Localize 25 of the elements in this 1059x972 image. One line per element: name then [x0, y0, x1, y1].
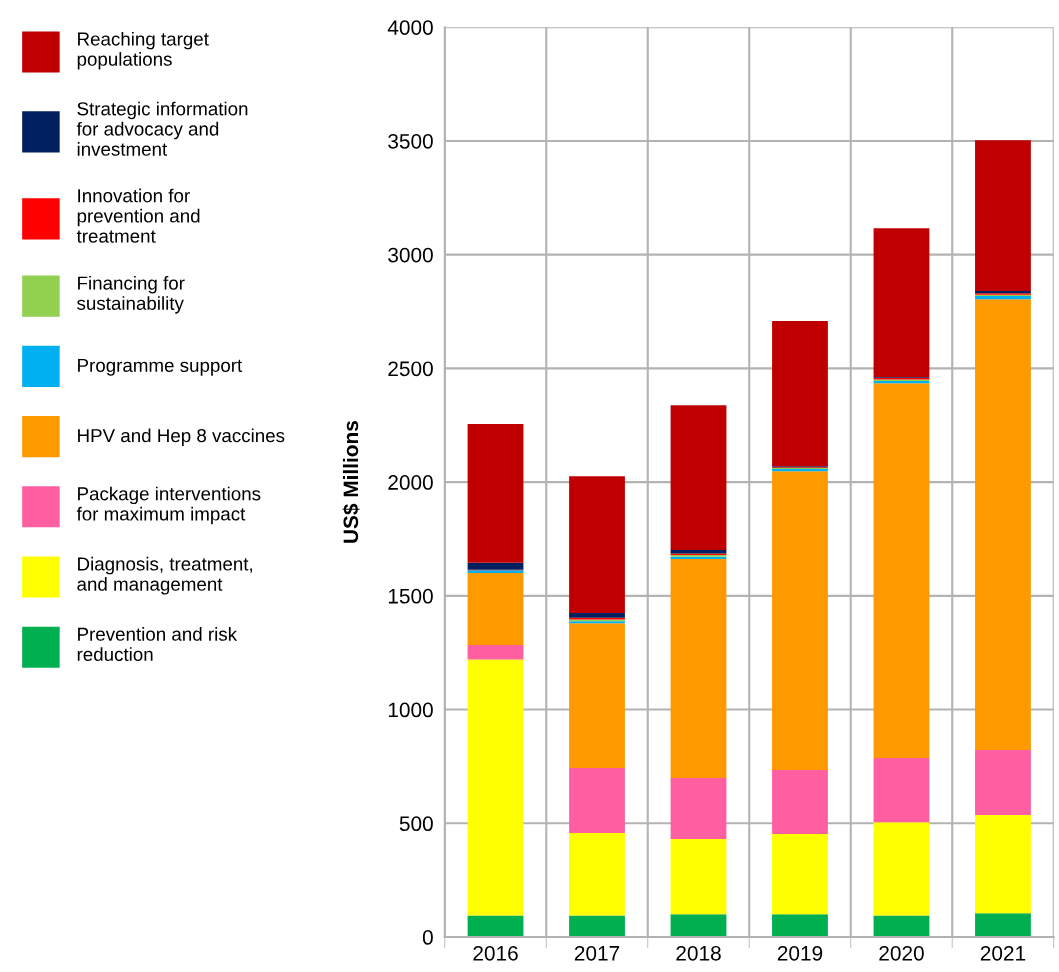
y-tick-label: 2000: [388, 475, 433, 490]
legend-label: HPV and Hep 8 vaccines: [78, 428, 285, 446]
legend-label: Reaching target populations: [77, 31, 209, 70]
x-tick-label: 2017: [574, 945, 620, 961]
y-tick-label: 3500: [388, 133, 433, 149]
x-tick-label: 2021: [980, 945, 1026, 961]
legend-label: Package interventions for maximum impact: [76, 486, 261, 525]
legend-label: Diagnosis, treatment, and management: [77, 556, 253, 595]
x-tick-label: 2020: [879, 945, 924, 961]
x-tick-label: 2016: [473, 945, 518, 961]
y-tick-label: 2500: [388, 361, 433, 377]
y-tick-label: 1500: [388, 588, 433, 604]
legend-label: Programme support: [78, 358, 243, 376]
y-tick-label: 500: [399, 816, 433, 832]
y-tick-label: 1000: [388, 702, 433, 718]
y-tick-label: 3000: [388, 247, 433, 263]
y-tick-label: 4000: [387, 20, 433, 35]
legend-label: Innovation for prevention and treatment: [76, 188, 200, 243]
legend-label: Financing for sustainability: [77, 275, 185, 314]
y-tick-label: 0: [422, 930, 433, 945]
x-tick-label: 2018: [676, 945, 721, 961]
x-tick-label: 2019: [777, 945, 823, 961]
legend-label: Prevention and risk reduction: [77, 627, 238, 662]
legend-label: Strategic information for advocacy and investment: [76, 101, 248, 156]
y-axis-title: US$ Millions: [342, 421, 360, 543]
